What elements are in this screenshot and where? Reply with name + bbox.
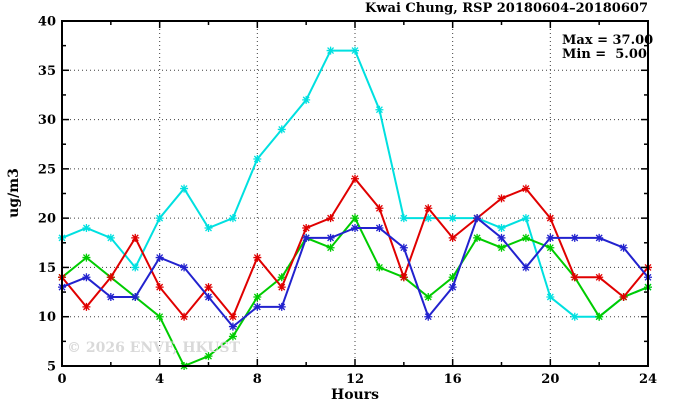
x-tick-label: 0 [57,372,66,387]
axes-and-ticks [61,20,649,367]
x-tick-label: 12 [346,372,364,387]
y-tick-label: 25 [38,162,56,177]
x-tick-label: 20 [541,372,559,387]
chart-title: Kwai Chung, RSP 20180604–20180607 [365,1,648,16]
y-tick-label: 15 [38,261,56,276]
y-tick-label: 35 [38,64,56,79]
x-tick-label: 16 [444,372,462,387]
y-tick-label: 40 [38,15,56,30]
y-tick-label: 20 [38,212,56,227]
data-series [58,46,652,370]
watermark: © 2026 ENVF, HKUST [67,340,241,356]
y-tick-label: 30 [38,113,56,128]
x-tick-label: 8 [253,372,262,387]
series-cyan-line [61,49,649,318]
legend-max-value: Max = 37.00 [562,33,653,48]
series-red-line [61,176,649,319]
y-axis-title: ug/m3 [6,168,22,218]
legend-min-value: Min = 5.00 [562,47,647,62]
x-tick-label: 4 [155,372,164,387]
x-tick-label: 24 [639,372,657,387]
x-axis-title: Hours [331,387,379,403]
gridlines [62,21,648,366]
tick-labels: 0 4 8 12 16 20 24 5 10 15 20 25 30 35 40 [38,15,657,388]
y-tick-label: 10 [38,310,56,325]
series-blue-line [61,216,649,328]
y-tick-label: 5 [47,360,56,375]
